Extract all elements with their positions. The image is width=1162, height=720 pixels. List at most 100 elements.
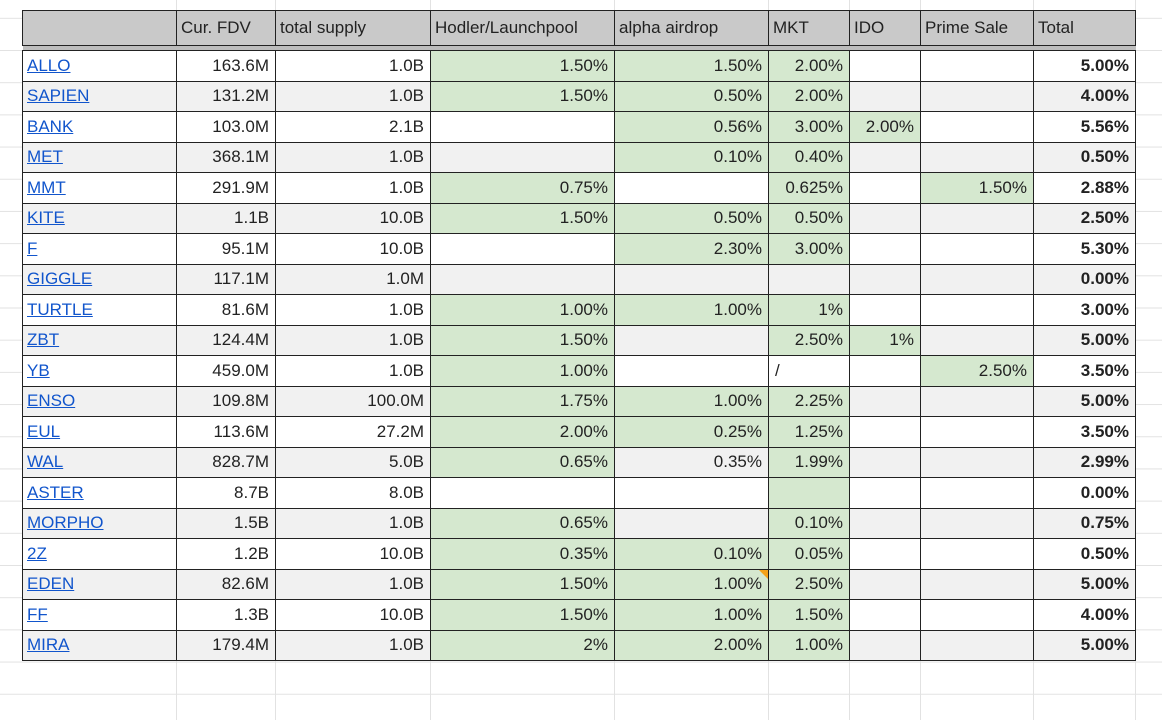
cell-hodler[interactable]: 2.00% (430, 416, 615, 448)
cell-token-name[interactable]: MET (22, 141, 177, 173)
cell-hodler[interactable]: 1.50% (430, 568, 615, 600)
cell-fdv[interactable]: 1.2B (176, 538, 276, 570)
token-link[interactable]: FF (27, 604, 48, 624)
cell-hodler[interactable]: 1.75% (430, 385, 615, 417)
cell-prime[interactable] (920, 111, 1034, 143)
cell-mkt[interactable]: 1.25% (768, 416, 850, 448)
token-link[interactable]: ALLO (27, 55, 71, 75)
cell-supply[interactable]: 1.0M (275, 263, 431, 295)
cell-prime[interactable] (920, 507, 1034, 539)
cell-mkt[interactable]: 1.00% (768, 629, 850, 661)
cell-mkt[interactable]: 0.05% (768, 538, 850, 570)
cell-ido[interactable] (849, 446, 921, 478)
cell-supply[interactable]: 8.0B (275, 477, 431, 509)
token-link[interactable]: MMT (27, 177, 66, 197)
cell-alpha[interactable]: 1.50% (614, 50, 769, 82)
token-link[interactable]: SAPIEN (27, 86, 90, 106)
cell-hodler[interactable] (430, 141, 615, 173)
token-link[interactable]: MORPHO (27, 513, 104, 533)
cell-ido[interactable] (849, 233, 921, 265)
header-cell-hodler[interactable]: Hodler/Launchpool (430, 10, 615, 46)
cell-hodler[interactable] (430, 233, 615, 265)
cell-hodler[interactable]: 0.75% (430, 172, 615, 204)
cell-mkt[interactable]: 1% (768, 294, 850, 326)
cell-fdv[interactable]: 459.0M (176, 355, 276, 387)
cell-supply[interactable]: 100.0M (275, 385, 431, 417)
cell-supply[interactable]: 1.0B (275, 172, 431, 204)
token-link[interactable]: YB (27, 360, 50, 380)
cell-total[interactable]: 0.50% (1033, 141, 1136, 173)
cell-token-name[interactable]: EUL (22, 416, 177, 448)
cell-total[interactable]: 5.00% (1033, 324, 1136, 356)
cell-total[interactable]: 0.00% (1033, 263, 1136, 295)
cell-total[interactable]: 0.75% (1033, 507, 1136, 539)
cell-alpha[interactable]: 1.00% (614, 568, 769, 600)
cell-ido[interactable]: 2.00% (849, 111, 921, 143)
cell-alpha[interactable]: 1.00% (614, 294, 769, 326)
cell-supply[interactable]: 1.0B (275, 629, 431, 661)
cell-hodler[interactable]: 1.50% (430, 599, 615, 631)
cell-total[interactable]: 3.50% (1033, 416, 1136, 448)
cell-fdv[interactable]: 95.1M (176, 233, 276, 265)
cell-fdv[interactable]: 291.9M (176, 172, 276, 204)
cell-supply[interactable]: 1.0B (275, 507, 431, 539)
cell-ido[interactable] (849, 477, 921, 509)
cell-mkt[interactable]: 2.50% (768, 568, 850, 600)
cell-ido[interactable] (849, 385, 921, 417)
comment-indicator-icon[interactable] (759, 569, 768, 579)
cell-prime[interactable] (920, 141, 1034, 173)
cell-token-name[interactable]: ENSO (22, 385, 177, 417)
cell-fdv[interactable]: 1.1B (176, 202, 276, 234)
cell-supply[interactable]: 1.0B (275, 324, 431, 356)
cell-supply[interactable]: 10.0B (275, 233, 431, 265)
cell-ido[interactable] (849, 172, 921, 204)
cell-token-name[interactable]: SAPIEN (22, 80, 177, 112)
cell-mkt[interactable]: / (768, 355, 850, 387)
token-link[interactable]: MIRA (27, 635, 70, 655)
cell-fdv[interactable]: 109.8M (176, 385, 276, 417)
token-link[interactable]: ASTER (27, 482, 84, 502)
cell-mkt[interactable]: 2.50% (768, 324, 850, 356)
cell-ido[interactable] (849, 141, 921, 173)
cell-fdv[interactable]: 179.4M (176, 629, 276, 661)
cell-total[interactable]: 4.00% (1033, 80, 1136, 112)
token-link[interactable]: EDEN (27, 574, 75, 594)
cell-mkt[interactable]: 1.50% (768, 599, 850, 631)
cell-fdv[interactable]: 1.3B (176, 599, 276, 631)
cell-supply[interactable]: 1.0B (275, 294, 431, 326)
cell-token-name[interactable]: MORPHO (22, 507, 177, 539)
cell-ido[interactable] (849, 294, 921, 326)
cell-hodler[interactable]: 1.50% (430, 324, 615, 356)
cell-ido[interactable] (849, 538, 921, 570)
cell-ido[interactable] (849, 50, 921, 82)
cell-token-name[interactable]: YB (22, 355, 177, 387)
token-link[interactable]: BANK (27, 116, 74, 136)
cell-ido[interactable] (849, 80, 921, 112)
cell-token-name[interactable]: KITE (22, 202, 177, 234)
cell-fdv[interactable]: 368.1M (176, 141, 276, 173)
cell-alpha[interactable]: 0.56% (614, 111, 769, 143)
cell-alpha[interactable] (614, 477, 769, 509)
cell-total[interactable]: 5.00% (1033, 629, 1136, 661)
cell-ido[interactable] (849, 629, 921, 661)
cell-alpha[interactable]: 0.50% (614, 202, 769, 234)
cell-hodler[interactable]: 2% (430, 629, 615, 661)
header-cell-total[interactable]: Total (1033, 10, 1136, 46)
cell-total[interactable]: 2.50% (1033, 202, 1136, 234)
cell-alpha[interactable]: 1.00% (614, 385, 769, 417)
cell-hodler[interactable]: 1.00% (430, 355, 615, 387)
cell-hodler[interactable]: 1.00% (430, 294, 615, 326)
cell-hodler[interactable]: 1.50% (430, 80, 615, 112)
cell-total[interactable]: 5.00% (1033, 385, 1136, 417)
freeze-bar[interactable] (22, 45, 1136, 51)
cell-prime[interactable] (920, 263, 1034, 295)
cell-fdv[interactable]: 82.6M (176, 568, 276, 600)
header-cell-supply[interactable]: total supply (275, 10, 431, 46)
cell-prime[interactable] (920, 629, 1034, 661)
token-link[interactable]: KITE (27, 208, 65, 228)
cell-ido[interactable] (849, 263, 921, 295)
cell-alpha[interactable]: 2.00% (614, 629, 769, 661)
cell-total[interactable]: 5.56% (1033, 111, 1136, 143)
cell-total[interactable]: 2.88% (1033, 172, 1136, 204)
cell-token-name[interactable]: ALLO (22, 50, 177, 82)
